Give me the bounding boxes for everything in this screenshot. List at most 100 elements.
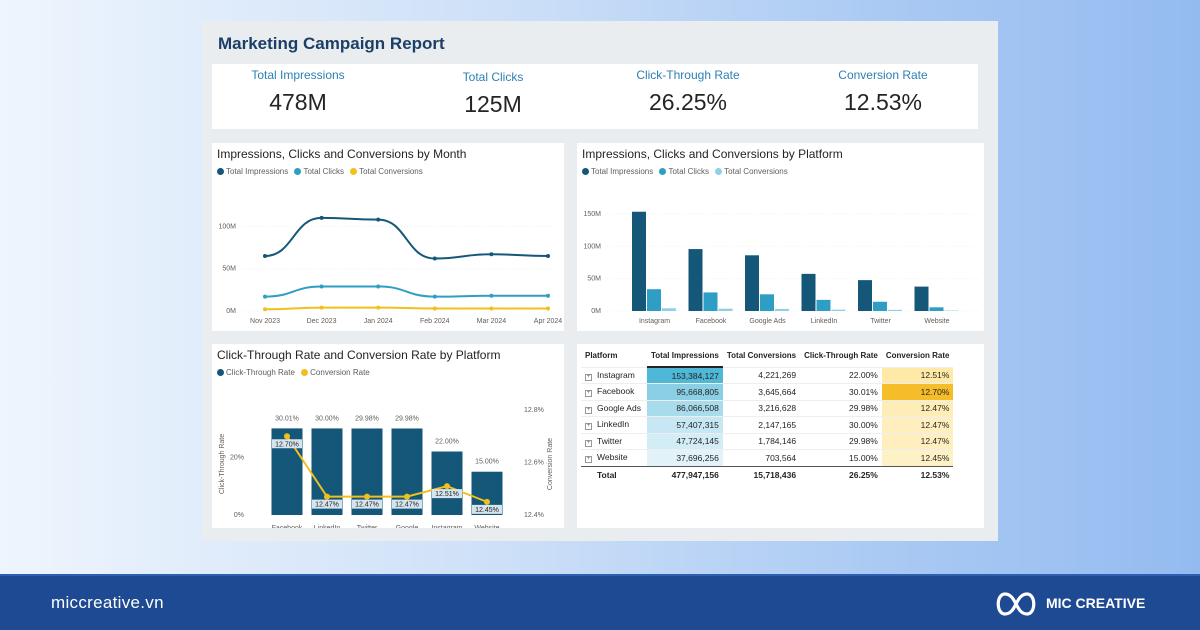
- col-header-conversions[interactable]: Total Conversions: [726, 351, 797, 361]
- cell-cr: 12.70%: [881, 383, 954, 400]
- expand-icon[interactable]: +: [585, 406, 592, 414]
- bar-1: [760, 294, 774, 311]
- cell-platform: + Website: [581, 449, 647, 466]
- legend-item[interactable]: Total Impressions: [582, 167, 653, 176]
- cell-platform: + Twitter: [581, 432, 647, 450]
- series-line-2: [264, 306, 548, 311]
- cr-label-bg: [272, 439, 302, 449]
- data-point: [489, 306, 494, 311]
- table-row[interactable]: + Twitter 47,724,145 1,784,146 29.98% 12.47%: [581, 432, 954, 450]
- cr-data-label: 12.47%: [315, 502, 339, 509]
- col-header-impressions[interactable]: Total Impressions: [647, 348, 723, 368]
- bar-0: [914, 286, 929, 311]
- chart-legend: Click-Through Rate Conversion Rate: [217, 368, 374, 377]
- data-point: [263, 294, 267, 299]
- kpi-click-through-rate[interactable]: Click-Through Rate 26.25%: [608, 64, 768, 116]
- cell-impressions: 153,384,127: [647, 366, 723, 384]
- cr-data-label: 12.45%: [475, 507, 499, 514]
- cell-conversions: 4,221,269: [722, 366, 801, 384]
- col-header-cr[interactable]: Conversion Rate: [885, 351, 950, 361]
- kpi-value: 478M: [269, 89, 327, 115]
- x-tick-label: Instagram: [639, 318, 670, 325]
- bar-1: [873, 301, 887, 311]
- x-tick-label: Twitter: [870, 318, 891, 325]
- cell-conversions: 703,564: [722, 449, 801, 466]
- series-line-0: [264, 216, 549, 260]
- legend-item[interactable]: Total Conversions: [715, 167, 788, 176]
- series-line-1: [264, 285, 548, 298]
- y-right-tick-label: 12.6%: [524, 460, 544, 467]
- x-tick-label: Website: [474, 525, 499, 528]
- data-point: [432, 306, 437, 311]
- ctr-data-label: 30.01%: [275, 415, 299, 422]
- cell-impressions: 47,724,145: [647, 432, 723, 450]
- legend-item[interactable]: Total Conversions: [350, 167, 423, 176]
- x-tick-label: Instagram: [431, 525, 462, 528]
- platform-name: Google Ads: [597, 402, 641, 413]
- y-right-axis-title: Conversion Rate: [547, 438, 554, 490]
- footer-site-link[interactable]: miccreative.vn: [51, 593, 164, 612]
- kpi-conversion-rate[interactable]: Conversion Rate 12.53%: [803, 64, 963, 116]
- col-header-platform[interactable]: Platform: [585, 351, 618, 361]
- cell-total-label: Total: [581, 465, 647, 484]
- data-point: [376, 217, 381, 222]
- table-row[interactable]: + Website 37,696,256 703,564 15.00% 12.45%: [581, 449, 954, 466]
- table-row[interactable]: + Facebook 95,668,805 3,645,664 30.01% 12.70%: [581, 383, 954, 400]
- kpi-value: 26.25%: [648, 89, 727, 115]
- legend-label: Total Conversions: [359, 167, 423, 176]
- cell-platform: + Instagram: [581, 366, 647, 384]
- cr-label-bg: [392, 499, 422, 509]
- cell-impressions: 95,668,805: [647, 383, 723, 400]
- platform-table-panel: Platform Total Impressions Total Convers…: [577, 344, 984, 528]
- expand-icon[interactable]: +: [585, 439, 592, 447]
- monthly-chart-panel[interactable]: Impressions, Clicks and Conversions by M…: [212, 143, 564, 331]
- expand-icon[interactable]: +: [585, 373, 592, 381]
- legend-item[interactable]: Total Clicks: [294, 167, 344, 176]
- cell-conversions: 3,645,664: [722, 383, 801, 400]
- cr-point: [404, 493, 410, 500]
- legend-item[interactable]: Conversion Rate: [301, 368, 370, 377]
- line-chart: 0M 50M 100M Nov 2023 Dec 2023 Jan 2024 Feb 202…: [218, 215, 562, 325]
- kpi-total-clicks[interactable]: Total Clicks 125M: [413, 66, 573, 118]
- cell-cr: 12.47%: [881, 432, 954, 450]
- cr-point: [484, 498, 490, 505]
- table-row[interactable]: + Google Ads 86,066,508 3,216,628 29.98% 12.4…: [581, 399, 954, 417]
- expand-icon[interactable]: +: [585, 456, 592, 464]
- cell-conversions: 3,216,628: [722, 399, 801, 417]
- kpi-total-impressions[interactable]: Total Impressions 478M: [218, 64, 378, 116]
- legend-item[interactable]: Total Clicks: [659, 167, 709, 176]
- data-point: [546, 254, 550, 258]
- x-tick-label: Google: [396, 525, 419, 528]
- kpi-value: 125M: [464, 91, 522, 117]
- x-tick-label: Facebook: [696, 318, 727, 325]
- table-row[interactable]: + LinkedIn 57,407,315 2,147,165 30.00% 12.47%: [581, 416, 954, 433]
- platform-chart-panel[interactable]: Impressions, Clicks and Conversions by P…: [577, 143, 984, 331]
- legend-label: Click-Through Rate: [226, 368, 295, 377]
- table-row[interactable]: + Instagram 153,384,127 4,221,269 22.00% 12.5…: [581, 366, 954, 384]
- bar-1: [816, 299, 831, 311]
- expand-icon[interactable]: +: [585, 423, 592, 431]
- legend-item[interactable]: Click-Through Rate: [217, 368, 295, 377]
- x-tick-label: LinkedIn: [811, 318, 838, 325]
- infinity-logo-icon: [996, 592, 1036, 616]
- ctr-data-label: 29.98%: [355, 415, 379, 422]
- ctr-data-label: 29.98%: [395, 415, 419, 422]
- report-title: Marketing Campaign Report: [218, 34, 445, 53]
- data-point: [319, 284, 324, 289]
- legend-label: Total Impressions: [591, 167, 654, 176]
- y-tick-label: 150M: [583, 211, 601, 218]
- legend-item[interactable]: Total Impressions: [217, 167, 288, 176]
- rate-chart-panel[interactable]: Click-Through Rate and Conversion Rate b…: [212, 344, 564, 528]
- col-header-ctr[interactable]: Click-Through Rate: [804, 351, 878, 361]
- cell-ctr: 29.98%: [800, 432, 882, 450]
- bar-2: [718, 308, 733, 311]
- cell-cr: 12.47%: [881, 416, 954, 433]
- cell-ctr: 22.00%: [800, 366, 882, 384]
- platform-name: LinkedIn: [597, 419, 630, 430]
- cell-total-cr: 12.53%: [881, 465, 954, 484]
- expand-icon[interactable]: +: [585, 390, 592, 398]
- kpi-label: Click-Through Rate: [636, 68, 740, 82]
- bar-2: [888, 309, 902, 311]
- cr-label-bg: [472, 504, 502, 514]
- chart-title: Click-Through Rate and Conversion Rate b…: [217, 348, 501, 362]
